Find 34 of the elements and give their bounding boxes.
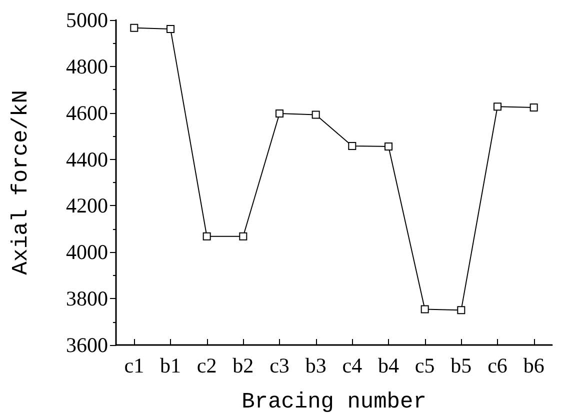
point [312, 110, 320, 119]
x-tick-label: b4 [378, 354, 400, 378]
y-tick-label: 4600 [66, 100, 108, 125]
y-tick-label: 3600 [66, 333, 108, 357]
y-tick-label: 4800 [66, 54, 108, 78]
y-tick-label: 4400 [66, 147, 108, 172]
x-tick-label: b6 [523, 354, 544, 378]
point [202, 232, 211, 240]
point [420, 305, 429, 314]
point [348, 142, 356, 150]
point [457, 306, 466, 314]
y-tick-label: 5000 [66, 8, 108, 32]
x-tick-label: b3 [305, 354, 326, 378]
x-tick-label: c2 [196, 354, 217, 378]
y-tick-label: 3800 [66, 286, 108, 311]
y-tick-label: 4200 [66, 194, 108, 218]
x-tick-label: b1 [160, 354, 181, 378]
x-tick-label: b5 [450, 354, 472, 378]
point [276, 110, 284, 118]
x-tick-label: c4 [342, 354, 363, 378]
y-tick-label: 4000 [66, 240, 108, 264]
point [239, 232, 248, 240]
point [530, 104, 538, 112]
point [384, 142, 392, 151]
point [166, 25, 174, 34]
x-tick-label: c1 [124, 354, 144, 378]
point [494, 102, 502, 111]
x-axis-title: Bracing number [242, 390, 426, 414]
x-tick-label: b2 [232, 354, 254, 378]
x-tick-label: c5 [414, 354, 435, 378]
point [130, 24, 138, 32]
x-tick-label: c3 [270, 354, 290, 378]
y-axis-title: Axial force/kN [8, 90, 34, 275]
x-tick-label: c6 [488, 354, 508, 378]
